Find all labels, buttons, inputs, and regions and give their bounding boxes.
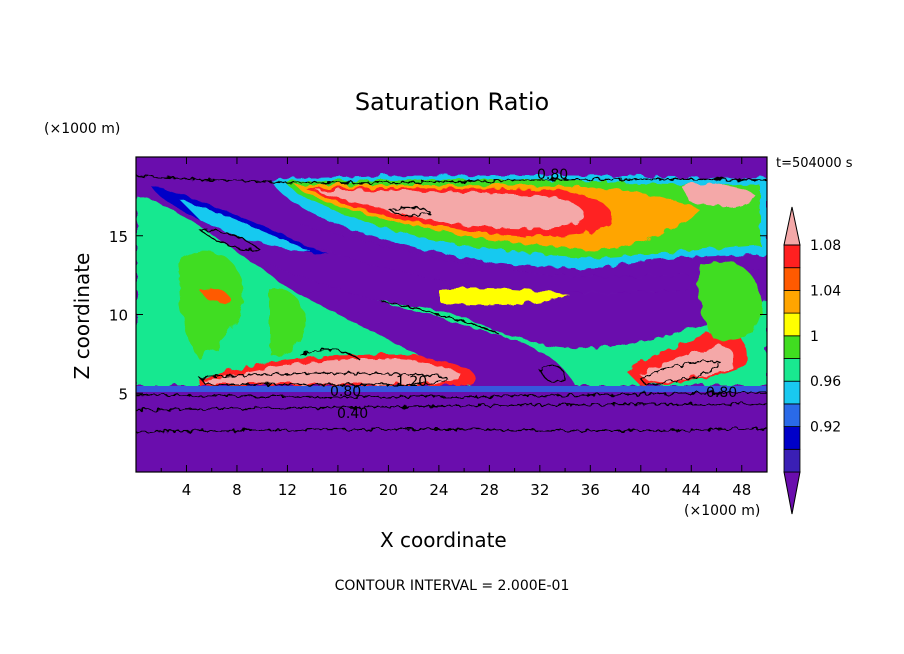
colorbar-swatch xyxy=(783,267,801,291)
x-tick-label: 44 xyxy=(682,481,701,499)
x-tick-label: 36 xyxy=(581,481,600,499)
y-tick-label: 10 xyxy=(109,307,128,325)
x-tick-label: 4 xyxy=(182,481,192,499)
colorbar-swatch xyxy=(783,403,801,427)
x-axis-ticks: 4 8 12 16 20 24 28 32 36 40 44 48 xyxy=(160,157,751,499)
chart-title: Saturation Ratio xyxy=(354,88,550,116)
x-tick-label: 40 xyxy=(631,481,650,499)
x-tick-label: 20 xyxy=(379,481,398,499)
x-tick-label: 32 xyxy=(530,481,549,499)
colorbar-label: 1.04 xyxy=(810,283,841,299)
colorbar-label: 1.08 xyxy=(810,238,841,254)
colorbar-upper-triangle xyxy=(783,206,801,246)
colorbar-swatch xyxy=(783,244,801,269)
heatmap-field xyxy=(136,157,767,472)
colorbar-label: 0.92 xyxy=(810,420,841,436)
x-tick-label: 16 xyxy=(328,481,347,499)
x-tick-label: 8 xyxy=(232,481,242,499)
time-label: t=504000 s xyxy=(776,156,853,171)
colorbar-swatch xyxy=(783,289,801,314)
x-tick-label: 48 xyxy=(732,481,751,499)
colorbar-swatch xyxy=(783,335,801,359)
colorbar-swatch xyxy=(783,448,801,473)
colorbar-swatch xyxy=(783,312,801,337)
contour-label: 1.20 xyxy=(396,374,427,390)
colorbar-swatch xyxy=(783,358,801,382)
contour-labels: 0.80 1.20 0.80 0.40 0.80 xyxy=(330,167,737,422)
y-tick-label: 15 xyxy=(109,228,128,246)
contour-label: 0.80 xyxy=(537,167,568,183)
colorbar-label: 1 xyxy=(810,329,819,345)
colorbar: 0.92 0.96 1 1.04 1.08 xyxy=(783,206,841,515)
x-axis-unit: (×1000 m) xyxy=(684,503,761,519)
colorbar-lower-triangle xyxy=(783,471,801,515)
contour-label: 0.40 xyxy=(337,406,368,422)
x-tick-label: 24 xyxy=(429,481,448,499)
colorbar-label: 0.96 xyxy=(810,374,841,390)
colorbar-swatch xyxy=(783,380,801,405)
contour-interval-note: CONTOUR INTERVAL = 2.000E-01 xyxy=(334,578,570,594)
x-tick-label: 12 xyxy=(278,481,297,499)
y-axis-ticks: 5 10 15 xyxy=(109,228,767,403)
colorbar-swatch xyxy=(783,426,801,450)
x-tick-label: 28 xyxy=(480,481,499,499)
z-axis-unit: (×1000 m) xyxy=(44,121,121,137)
x-axis-label: X coordinate xyxy=(380,528,507,552)
y-tick-label: 5 xyxy=(118,385,128,403)
contour-label: 0.80 xyxy=(330,384,361,400)
contour-label: 0.80 xyxy=(706,385,737,401)
